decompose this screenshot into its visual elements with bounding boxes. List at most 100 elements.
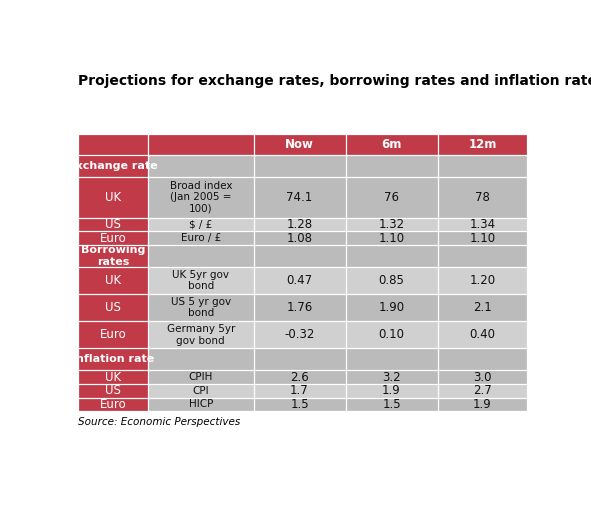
Text: 0.10: 0.10 [379, 329, 404, 342]
Text: US: US [105, 218, 121, 231]
Text: HICP: HICP [189, 399, 213, 409]
Text: 1.34: 1.34 [469, 218, 495, 231]
Bar [148, 231, 254, 245]
Text: 2.7: 2.7 [473, 384, 492, 397]
Bar [79, 321, 148, 348]
Text: 2.1: 2.1 [473, 301, 492, 314]
Bar [79, 294, 148, 321]
Bar [437, 371, 527, 384]
Text: CPI: CPI [193, 386, 209, 396]
Bar [79, 231, 148, 245]
Bar [79, 218, 148, 231]
Bar [346, 218, 437, 231]
Bar [148, 245, 527, 267]
Text: 0.47: 0.47 [287, 274, 313, 287]
Text: Euro: Euro [100, 398, 126, 411]
Bar [148, 267, 254, 294]
Bar [346, 321, 437, 348]
Text: 78: 78 [475, 191, 490, 204]
Text: 1.08: 1.08 [287, 231, 313, 244]
Bar [148, 384, 254, 398]
Text: UK: UK [105, 191, 121, 204]
Text: -0.32: -0.32 [284, 329, 315, 342]
Bar [346, 398, 437, 411]
Text: 1.32: 1.32 [378, 218, 405, 231]
Text: Now: Now [285, 138, 314, 151]
Bar [254, 177, 346, 218]
Text: US: US [105, 301, 121, 314]
Text: UK 5yr gov
bond: UK 5yr gov bond [172, 270, 229, 291]
Text: UK: UK [105, 274, 121, 287]
Bar [254, 294, 346, 321]
Bar [148, 371, 254, 384]
Bar [346, 294, 437, 321]
Text: Projections for exchange rates, borrowing rates and inflation rates: Projections for exchange rates, borrowin… [79, 74, 591, 88]
Text: 1.20: 1.20 [469, 274, 495, 287]
Text: 3.0: 3.0 [473, 371, 492, 384]
Text: UK: UK [105, 371, 121, 384]
Text: Inflation rate: Inflation rate [72, 354, 154, 364]
Bar [254, 398, 346, 411]
Text: Borrowing
rates: Borrowing rates [81, 245, 145, 267]
Text: Germany 5yr
gov bond: Germany 5yr gov bond [167, 324, 235, 346]
Bar [79, 134, 527, 155]
Text: 3.2: 3.2 [382, 371, 401, 384]
Text: $ / £: $ / £ [189, 220, 212, 229]
Bar [437, 177, 527, 218]
Text: Euro: Euro [100, 329, 126, 342]
Text: 1.7: 1.7 [290, 384, 309, 397]
Text: 1.5: 1.5 [290, 398, 309, 411]
Bar [254, 218, 346, 231]
Text: Source: Economic Perspectives: Source: Economic Perspectives [79, 417, 241, 427]
Bar [254, 321, 346, 348]
Text: 1.9: 1.9 [473, 398, 492, 411]
Text: 1.10: 1.10 [469, 231, 495, 244]
Text: 0.85: 0.85 [379, 274, 404, 287]
Text: US: US [105, 384, 121, 397]
Bar [437, 218, 527, 231]
Text: 1.10: 1.10 [378, 231, 405, 244]
Text: Exchange rate: Exchange rate [69, 161, 158, 171]
Bar [148, 218, 254, 231]
Text: 74.1: 74.1 [287, 191, 313, 204]
Bar [79, 245, 148, 267]
Text: 1.76: 1.76 [287, 301, 313, 314]
Bar [437, 267, 527, 294]
Bar [346, 177, 437, 218]
Bar [346, 384, 437, 398]
Bar [437, 231, 527, 245]
Bar [437, 321, 527, 348]
Bar [79, 155, 148, 177]
Text: 1.90: 1.90 [378, 301, 405, 314]
Text: Euro: Euro [100, 231, 126, 244]
Bar [254, 267, 346, 294]
Text: 2.6: 2.6 [290, 371, 309, 384]
Bar [148, 294, 254, 321]
Bar [346, 371, 437, 384]
Bar [79, 384, 148, 398]
Bar [148, 177, 254, 218]
Bar [437, 398, 527, 411]
Bar [148, 321, 254, 348]
Bar [437, 384, 527, 398]
Text: Broad index
(Jan 2005 =
100): Broad index (Jan 2005 = 100) [170, 181, 232, 214]
Bar [148, 155, 527, 177]
Text: US 5 yr gov
bond: US 5 yr gov bond [171, 297, 231, 319]
Text: 76: 76 [384, 191, 399, 204]
Bar [346, 267, 437, 294]
Bar [79, 348, 148, 371]
Bar [79, 398, 148, 411]
Bar [148, 348, 527, 371]
Bar [79, 177, 148, 218]
Text: 1.28: 1.28 [287, 218, 313, 231]
Text: Euro / £: Euro / £ [181, 233, 221, 243]
Text: 1.9: 1.9 [382, 384, 401, 397]
Text: 6m: 6m [381, 138, 402, 151]
Text: CPIH: CPIH [189, 372, 213, 382]
Bar [79, 267, 148, 294]
Bar [148, 398, 254, 411]
Bar [254, 384, 346, 398]
Bar [254, 371, 346, 384]
Bar [437, 294, 527, 321]
Text: 0.40: 0.40 [469, 329, 495, 342]
